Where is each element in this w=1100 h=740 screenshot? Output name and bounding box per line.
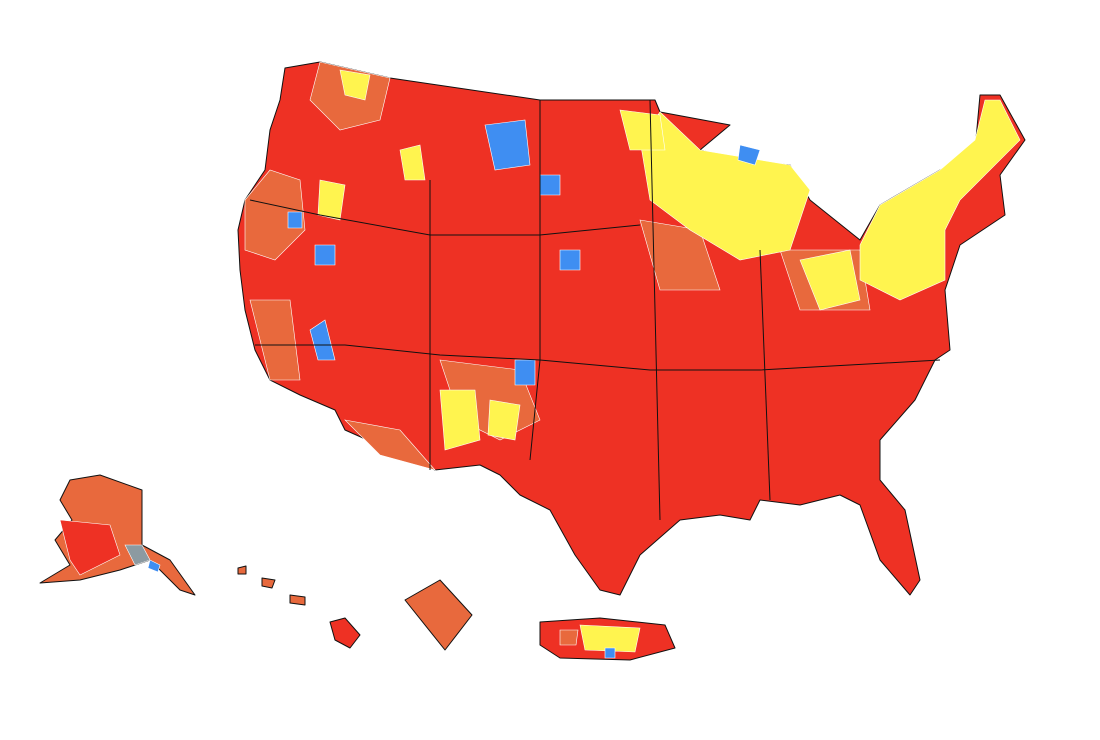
region	[344, 419, 436, 471]
hawaii	[261, 577, 276, 589]
hawaii	[237, 565, 247, 575]
border	[529, 100, 541, 461]
region	[579, 624, 641, 653]
region	[439, 389, 481, 451]
region	[487, 399, 521, 441]
region	[799, 249, 861, 311]
region	[59, 519, 121, 576]
region	[514, 359, 536, 386]
region	[339, 69, 371, 101]
region	[317, 179, 346, 221]
region	[859, 99, 1021, 301]
region	[559, 629, 579, 646]
hawaii	[329, 617, 361, 649]
region	[249, 299, 301, 381]
region	[314, 244, 336, 266]
border	[759, 249, 771, 501]
region	[619, 109, 666, 151]
region	[539, 174, 561, 196]
region	[559, 249, 581, 271]
region	[244, 169, 306, 261]
region	[147, 559, 161, 573]
dc	[404, 579, 473, 651]
region	[484, 119, 531, 171]
region	[737, 144, 761, 166]
region	[604, 647, 616, 659]
region	[399, 144, 426, 181]
hawaii	[289, 594, 306, 606]
region	[639, 219, 721, 291]
region	[287, 211, 303, 229]
border	[649, 99, 661, 521]
region	[309, 319, 336, 361]
